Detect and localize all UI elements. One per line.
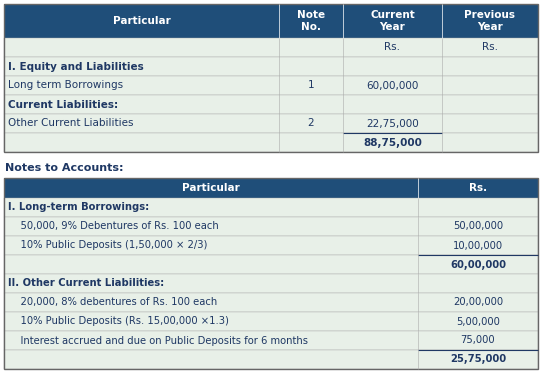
Text: Particular: Particular — [113, 16, 170, 26]
Text: 5,00,000: 5,00,000 — [456, 316, 500, 326]
Text: Previous
Year: Previous Year — [464, 10, 515, 32]
Bar — [4, 114, 538, 133]
Text: 88,75,000: 88,75,000 — [363, 137, 422, 147]
Bar — [4, 293, 538, 312]
Bar — [4, 178, 538, 369]
Text: 20,00,000: 20,00,000 — [453, 298, 503, 308]
Text: I. Long-term Borrowings:: I. Long-term Borrowings: — [8, 203, 149, 213]
Bar — [4, 236, 538, 255]
Text: 20,000, 8% debentures of Rs. 100 each: 20,000, 8% debentures of Rs. 100 each — [8, 298, 217, 308]
Bar — [4, 312, 538, 331]
Text: 60,00,000: 60,00,000 — [366, 80, 418, 90]
Text: II. Other Current Liabilities:: II. Other Current Liabilities: — [8, 278, 164, 288]
Text: 1: 1 — [308, 80, 314, 90]
Text: 50,000, 9% Debentures of Rs. 100 each: 50,000, 9% Debentures of Rs. 100 each — [8, 221, 219, 231]
Text: 75,000: 75,000 — [461, 335, 495, 345]
Text: 10% Public Deposits (Rs. 15,00,000 ×1.3): 10% Public Deposits (Rs. 15,00,000 ×1.3) — [8, 316, 229, 326]
Bar — [4, 95, 538, 114]
Text: 2: 2 — [308, 119, 314, 129]
Bar — [4, 274, 538, 293]
Bar — [4, 350, 538, 369]
Text: 10% Public Deposits (1,50,000 × 2/3): 10% Public Deposits (1,50,000 × 2/3) — [8, 241, 208, 251]
Bar — [4, 38, 538, 57]
Bar — [4, 4, 538, 152]
Text: Current
Year: Current Year — [370, 10, 415, 32]
Bar — [4, 198, 538, 217]
Text: 60,00,000: 60,00,000 — [450, 259, 506, 270]
Text: Rs.: Rs. — [482, 42, 498, 52]
Text: 22,75,000: 22,75,000 — [366, 119, 419, 129]
Text: Long term Borrowings: Long term Borrowings — [8, 80, 123, 90]
Text: Notes to Accounts:: Notes to Accounts: — [5, 163, 124, 173]
Text: 10,00,000: 10,00,000 — [453, 241, 503, 251]
Text: Interest accrued and due on Public Deposits for 6 months: Interest accrued and due on Public Depos… — [8, 335, 308, 345]
Text: I. Equity and Liabilities: I. Equity and Liabilities — [8, 62, 144, 72]
Text: Rs.: Rs. — [469, 183, 487, 193]
Text: 25,75,000: 25,75,000 — [450, 355, 506, 365]
Text: Note
No.: Note No. — [297, 10, 325, 32]
Bar — [4, 76, 538, 95]
Bar — [4, 331, 538, 350]
Text: 50,00,000: 50,00,000 — [453, 221, 503, 231]
Bar — [4, 4, 538, 38]
Bar — [4, 217, 538, 236]
Text: Particular: Particular — [182, 183, 240, 193]
Bar — [4, 178, 538, 198]
Text: Rs.: Rs. — [384, 42, 401, 52]
Bar — [4, 255, 538, 274]
Text: Current Liabilities:: Current Liabilities: — [8, 99, 118, 109]
Bar — [4, 133, 538, 152]
Text: Other Current Liabilities: Other Current Liabilities — [8, 119, 133, 129]
Bar — [4, 57, 538, 76]
